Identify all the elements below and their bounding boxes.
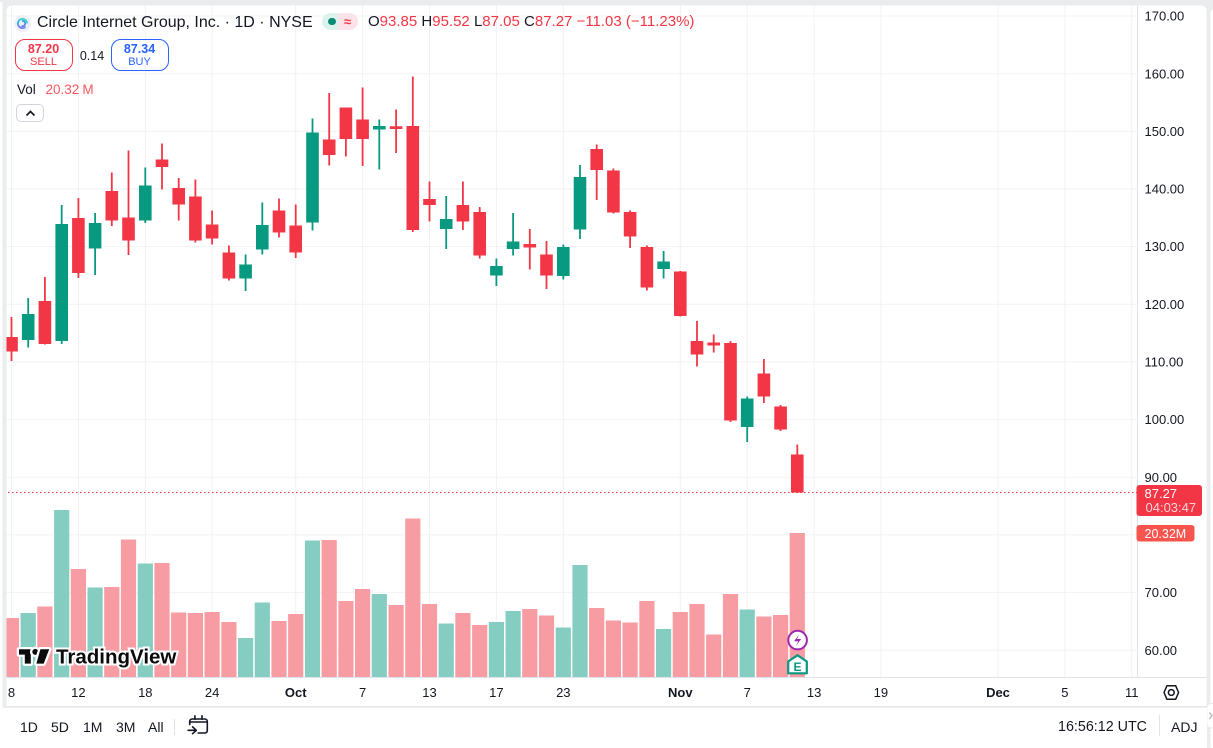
- svg-text:20.32M: 20.32M: [1145, 527, 1187, 541]
- svg-text:100.00: 100.00: [1145, 412, 1185, 427]
- svg-text:70.00: 70.00: [1145, 585, 1178, 600]
- svg-text:60.00: 60.00: [1145, 643, 1178, 658]
- svg-text:13: 13: [807, 685, 821, 700]
- svg-text:04:03:47: 04:03:47: [1146, 500, 1197, 515]
- svg-text:140.00: 140.00: [1145, 182, 1185, 197]
- svg-text:130.00: 130.00: [1145, 239, 1185, 254]
- svg-text:Nov: Nov: [668, 685, 693, 700]
- svg-text:8: 8: [8, 685, 15, 700]
- svg-text:Oct: Oct: [285, 685, 307, 700]
- svg-text:87.27: 87.27: [1145, 486, 1178, 501]
- svg-text:17: 17: [489, 685, 503, 700]
- svg-text:160.00: 160.00: [1145, 66, 1185, 81]
- svg-text:19: 19: [874, 685, 888, 700]
- svg-text:5: 5: [1061, 685, 1068, 700]
- svg-text:12: 12: [71, 685, 85, 700]
- svg-text:170.00: 170.00: [1145, 9, 1185, 24]
- svg-text:18: 18: [138, 685, 152, 700]
- svg-text:11: 11: [1125, 685, 1139, 700]
- svg-text:7: 7: [744, 685, 751, 700]
- svg-text:110.00: 110.00: [1145, 355, 1184, 370]
- svg-text:90.00: 90.00: [1145, 470, 1178, 485]
- svg-text:23: 23: [556, 685, 570, 700]
- svg-text:E: E: [793, 660, 801, 674]
- svg-text:150.00: 150.00: [1145, 124, 1185, 139]
- svg-text:13: 13: [422, 685, 436, 700]
- svg-text:TradingView: TradingView: [56, 646, 176, 669]
- svg-text:24: 24: [205, 685, 219, 700]
- svg-text:7: 7: [359, 685, 366, 700]
- svg-text:120.00: 120.00: [1145, 297, 1185, 312]
- svg-text:Dec: Dec: [986, 685, 1010, 700]
